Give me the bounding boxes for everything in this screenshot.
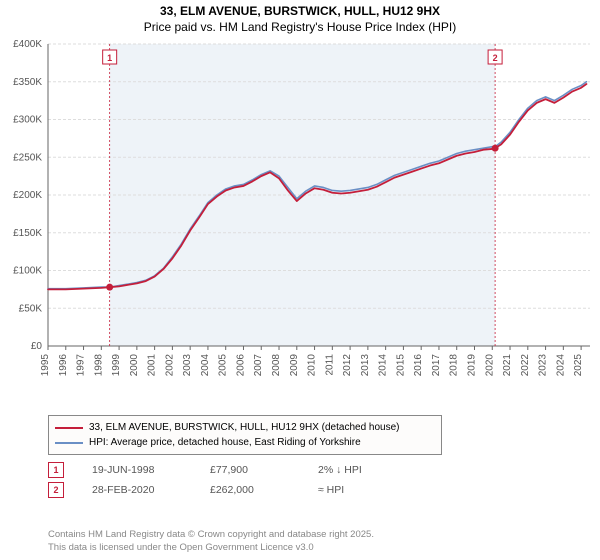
legend-label-2: HPI: Average price, detached house, East… <box>89 435 361 450</box>
data-delta-2: ≈ HPI <box>318 484 344 496</box>
svg-text:2009: 2009 <box>289 354 300 377</box>
svg-text:2025: 2025 <box>573 354 584 377</box>
svg-text:2018: 2018 <box>449 354 460 377</box>
data-row-2: 2 28-FEB-2020 £262,000 ≈ HPI <box>48 480 362 500</box>
legend-row-2: HPI: Average price, detached house, East… <box>55 435 435 450</box>
title-line-1: 33, ELM AVENUE, BURSTWICK, HULL, HU12 9H… <box>0 4 600 20</box>
svg-text:£150K: £150K <box>13 228 42 239</box>
svg-text:£100K: £100K <box>13 266 42 277</box>
marker-badge-2: 2 <box>48 482 64 498</box>
svg-text:1995: 1995 <box>40 354 51 377</box>
svg-text:2011: 2011 <box>324 354 335 376</box>
svg-text:£250K: £250K <box>13 152 42 163</box>
data-price-1: £77,900 <box>210 464 290 476</box>
svg-text:1998: 1998 <box>93 354 104 377</box>
svg-text:2015: 2015 <box>395 354 406 377</box>
marker-badge-1: 1 <box>48 462 64 478</box>
svg-text:2022: 2022 <box>520 354 531 377</box>
svg-text:2007: 2007 <box>253 354 264 377</box>
legend-swatch-2 <box>55 442 83 444</box>
svg-text:2024: 2024 <box>555 354 566 377</box>
title-line-2: Price paid vs. HM Land Registry's House … <box>0 20 600 36</box>
svg-text:£200K: £200K <box>13 190 42 201</box>
svg-text:£300K: £300K <box>13 115 42 126</box>
attribution-line-1: Contains HM Land Registry data © Crown c… <box>48 529 374 541</box>
attribution-line-2: This data is licensed under the Open Gov… <box>48 542 374 554</box>
svg-text:1999: 1999 <box>111 354 122 377</box>
legend-swatch-1 <box>55 427 83 429</box>
svg-text:£350K: £350K <box>13 77 42 88</box>
svg-text:2006: 2006 <box>235 354 246 377</box>
svg-text:2008: 2008 <box>271 354 282 377</box>
data-row-1: 1 19-JUN-1998 £77,900 2% ↓ HPI <box>48 460 362 480</box>
svg-text:1996: 1996 <box>58 354 69 377</box>
svg-text:2014: 2014 <box>378 354 389 377</box>
chart-container: 33, ELM AVENUE, BURSTWICK, HULL, HU12 9H… <box>0 0 600 560</box>
svg-text:2002: 2002 <box>164 354 175 377</box>
svg-text:£400K: £400K <box>13 39 42 50</box>
svg-text:2005: 2005 <box>218 354 229 377</box>
svg-text:2012: 2012 <box>342 354 353 377</box>
chart-title: 33, ELM AVENUE, BURSTWICK, HULL, HU12 9H… <box>0 0 600 35</box>
legend-row-1: 33, ELM AVENUE, BURSTWICK, HULL, HU12 9H… <box>55 420 435 435</box>
svg-text:2000: 2000 <box>129 354 140 377</box>
svg-text:2003: 2003 <box>182 354 193 377</box>
svg-text:2004: 2004 <box>200 354 211 377</box>
legend: 33, ELM AVENUE, BURSTWICK, HULL, HU12 9H… <box>48 415 442 455</box>
svg-text:1: 1 <box>107 53 112 63</box>
svg-text:2: 2 <box>493 53 498 63</box>
svg-text:1997: 1997 <box>76 354 87 377</box>
svg-text:2021: 2021 <box>502 354 513 377</box>
svg-text:£50K: £50K <box>19 303 43 314</box>
data-points-table: 1 19-JUN-1998 £77,900 2% ↓ HPI 2 28-FEB-… <box>48 460 362 500</box>
svg-text:2010: 2010 <box>307 354 318 377</box>
data-date-2: 28-FEB-2020 <box>92 484 182 496</box>
legend-label-1: 33, ELM AVENUE, BURSTWICK, HULL, HU12 9H… <box>89 420 400 435</box>
svg-text:2016: 2016 <box>413 354 424 377</box>
line-chart-svg: £0 £50K £100K £150K £200K £250K £300K £350K £400… <box>0 38 600 408</box>
svg-text:2001: 2001 <box>147 354 158 377</box>
svg-text:£0: £0 <box>31 341 43 352</box>
chart-area: £0 £50K £100K £150K £200K £250K £300K £350K £400… <box>0 38 600 408</box>
attribution: Contains HM Land Registry data © Crown c… <box>48 529 374 554</box>
data-date-1: 19-JUN-1998 <box>92 464 182 476</box>
svg-text:2017: 2017 <box>431 354 442 377</box>
svg-text:2019: 2019 <box>466 354 477 377</box>
data-delta-1: 2% ↓ HPI <box>318 464 362 476</box>
svg-text:2023: 2023 <box>538 354 549 377</box>
data-price-2: £262,000 <box>210 484 290 496</box>
svg-text:2020: 2020 <box>484 354 495 377</box>
svg-text:2013: 2013 <box>360 354 371 377</box>
